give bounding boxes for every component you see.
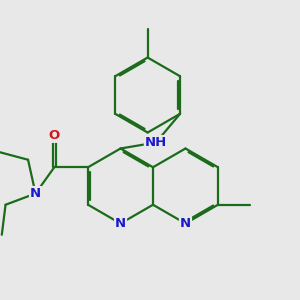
Text: O: O (49, 129, 60, 142)
Text: N: N (115, 217, 126, 230)
Text: N: N (30, 187, 41, 200)
Text: N: N (180, 217, 191, 230)
Text: NH: NH (145, 136, 167, 149)
